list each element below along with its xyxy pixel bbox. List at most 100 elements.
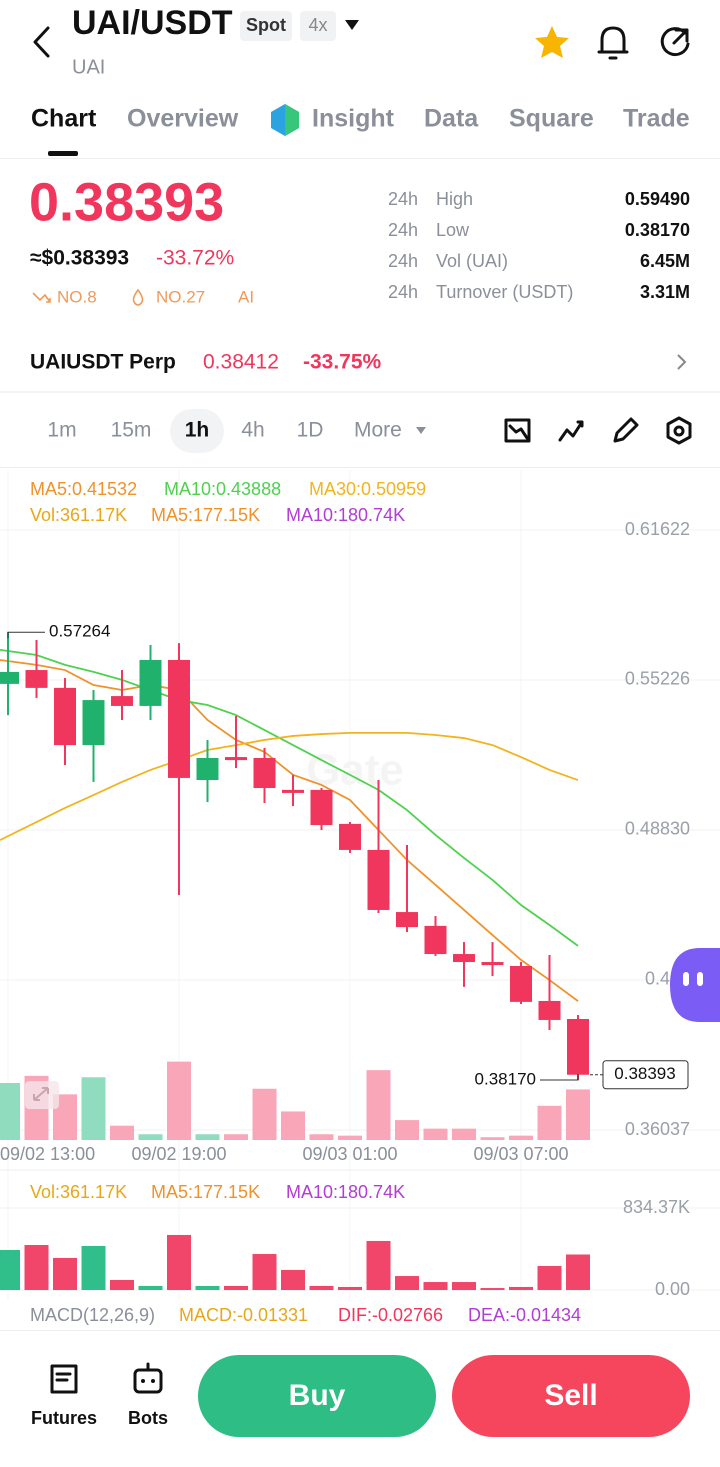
divider <box>0 467 720 468</box>
pair-subtitle: UAI <box>72 56 105 78</box>
divider <box>0 1330 720 1331</box>
volume-bar <box>423 1282 448 1290</box>
perp-row[interactable]: UAIUSDT Perp 0.38412 -33.75% <box>30 351 687 374</box>
candle-body <box>396 912 418 928</box>
candle-body <box>253 757 276 789</box>
interval[interactable]: 4h <box>241 419 264 442</box>
candle-body <box>225 757 247 761</box>
divider <box>0 158 720 159</box>
divider <box>0 391 720 393</box>
vol-legend: Vol:361.17K <box>30 505 127 525</box>
settings-icon[interactable] <box>666 416 692 445</box>
interval-selected-bg <box>170 409 224 453</box>
last-price-label: 0.38393 <box>614 1064 675 1083</box>
tab[interactable]: Insight <box>312 105 395 133</box>
expand-icon[interactable] <box>25 1081 59 1109</box>
candle-body <box>538 1000 561 1020</box>
futures-button[interactable]: Futures <box>31 1364 97 1428</box>
volume-bar <box>252 1254 277 1290</box>
high-marker-label: 0.57264 <box>49 622 110 641</box>
buy-button[interactable]: Buy <box>198 1355 436 1437</box>
candle-body <box>424 925 447 955</box>
stat-value: 6.45M <box>640 251 690 271</box>
macd-value: MACD:-0.01331 <box>179 1305 308 1325</box>
volume-bar <box>224 1285 248 1290</box>
tab[interactable]: Data <box>424 105 479 133</box>
chart-type-icon[interactable] <box>504 418 531 443</box>
assistant-bubble[interactable] <box>670 948 720 1022</box>
candle-body <box>0 671 19 684</box>
interval[interactable]: More <box>354 419 402 442</box>
ai-icon-half <box>285 104 299 136</box>
y-tick-label: 0.48830 <box>625 819 690 839</box>
volume-bar <box>0 1083 20 1140</box>
x-tick-label: 09/03 01:00 <box>302 1144 397 1164</box>
volume-bar <box>195 1285 220 1290</box>
vol-legend: MA5:177.15K <box>151 1182 260 1202</box>
interval[interactable]: 1m <box>47 419 76 442</box>
y-tick-label: 0.61622 <box>625 519 690 539</box>
volume-bar <box>566 1254 590 1290</box>
dea-value: DEA:-0.01434 <box>468 1305 581 1325</box>
candle-body <box>25 670 48 688</box>
candle-body <box>310 789 333 826</box>
more-dropdown[interactable] <box>416 427 426 434</box>
ma-legend: MA5:0.41532 <box>30 479 137 499</box>
spot-tag: Spot <box>246 15 286 35</box>
stat-value: 0.59490 <box>625 189 690 209</box>
volume-bar <box>338 1135 362 1140</box>
candle-body <box>510 966 532 1002</box>
bell-icon[interactable] <box>597 26 629 60</box>
volume-bar <box>509 1135 533 1140</box>
interval[interactable]: 1h <box>185 419 210 442</box>
dif-value: DIF:-0.02766 <box>338 1305 443 1325</box>
spot-tag-bg <box>240 11 292 41</box>
volume-bar <box>509 1286 533 1290</box>
favorite-star[interactable] <box>535 26 569 58</box>
share-icon[interactable] <box>660 27 690 57</box>
ma-legend: MA30:0.50959 <box>309 479 426 499</box>
rank-icon <box>32 292 51 303</box>
tab[interactable]: Chart <box>31 105 97 133</box>
perp-name: UAIUSDT Perp <box>30 351 176 374</box>
leverage-tag: 4x <box>308 15 327 35</box>
bots-button[interactable]: Bots <box>128 1362 168 1428</box>
volume-bar <box>81 1077 106 1140</box>
stat-period: 24h <box>388 220 418 240</box>
volume-bar <box>537 1105 562 1140</box>
volume-bar <box>366 1070 391 1140</box>
tab[interactable]: Overview <box>127 105 239 133</box>
candle-body <box>453 954 475 963</box>
sell-button[interactable]: Sell <box>452 1355 690 1437</box>
draw-icon[interactable] <box>613 417 639 443</box>
y-tick-label: 0.00 <box>655 1279 690 1299</box>
interval[interactable]: 1D <box>297 419 324 442</box>
price-change: -33.72% <box>156 247 234 270</box>
candle-body <box>82 700 105 746</box>
candle-body <box>339 823 361 850</box>
pair-dropdown[interactable] <box>345 20 359 30</box>
volume-bar <box>452 1282 476 1290</box>
stat-label: Low <box>436 220 470 240</box>
vol-legend: MA5:177.15K <box>151 505 260 525</box>
volume-bar <box>281 1269 305 1290</box>
last-price-tag <box>602 1060 689 1090</box>
volume-bar <box>138 1285 163 1290</box>
back-button[interactable] <box>33 26 50 58</box>
tab[interactable]: Trade <box>623 105 690 133</box>
candle-body <box>282 789 304 793</box>
interval[interactable]: 15m <box>111 419 152 442</box>
buy-label: Buy <box>289 1379 346 1412</box>
last-price: 0.38393 <box>29 172 224 232</box>
volume-bar <box>24 1244 49 1290</box>
volume-bar <box>452 1128 476 1140</box>
vol-legend: Vol:361.17K <box>30 1182 127 1202</box>
indicator-icon[interactable] <box>558 420 584 442</box>
sell-label: Sell <box>544 1379 597 1412</box>
volume-bar <box>395 1120 419 1140</box>
stat-period: 24h <box>388 189 418 209</box>
tab[interactable]: Square <box>509 105 594 133</box>
stat-period: 24h <box>388 251 418 271</box>
x-tick-label: 09/03 07:00 <box>473 1144 568 1164</box>
